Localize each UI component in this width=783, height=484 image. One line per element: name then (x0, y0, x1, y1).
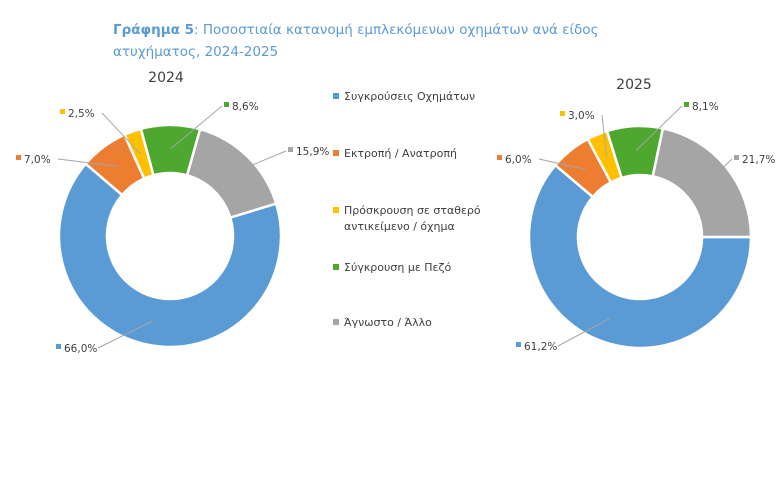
donut-slice (651, 126, 753, 239)
label-marker (60, 109, 65, 114)
leader-line (97, 320, 153, 349)
data-label: 7,0% (24, 154, 51, 166)
leader-line (706, 158, 733, 183)
legend-swatch (333, 93, 339, 99)
label-marker (560, 111, 565, 116)
label-marker (288, 147, 293, 152)
title-text: : Ποσοστιαία κατανομή εμπλεκόμενων οχημά… (113, 22, 599, 60)
data-label: 3,0% (568, 110, 595, 122)
label-marker (497, 155, 502, 160)
leader-line (101, 112, 142, 155)
label-marker (734, 155, 739, 160)
data-label: 8,6% (232, 101, 259, 113)
data-label: 66,0% (64, 343, 97, 355)
leader-line (170, 105, 223, 150)
data-label: 2,5% (68, 108, 95, 120)
legend-label: Εκτροπή / Ανατροπή (344, 147, 457, 160)
data-label: 6,0% (505, 154, 532, 166)
legend-item: Συγκρούσεις Οχημάτων (333, 89, 475, 105)
chart-year-title: 2025 (616, 77, 652, 93)
leader-line (635, 105, 683, 151)
leader-line (601, 114, 608, 158)
legend-swatch (333, 264, 339, 270)
label-marker (684, 102, 689, 107)
legend-item: Πρόσκρουση σε σταθερό αντικείμενο / όχημ… (333, 203, 504, 235)
label-marker (224, 102, 229, 107)
chart-title: Γράφημα 5: Ποσοστιαία κατανομή εμπλεκόμε… (113, 19, 683, 63)
legend-label: Σύγκρουση με Πεζό (344, 261, 452, 274)
label-marker (516, 342, 521, 347)
legend-swatch (333, 150, 339, 156)
data-label: 15,9% (296, 146, 329, 158)
donut-slice (527, 163, 753, 350)
leader-line (538, 158, 586, 171)
leader-line (557, 317, 611, 347)
data-label: 8,1% (692, 101, 719, 113)
label-marker (56, 344, 61, 349)
legend-swatch (333, 207, 339, 213)
legend-item: Σύγκρουση με Πεζό (333, 260, 451, 276)
title-prefix: Γράφημα 5 (113, 22, 195, 38)
legend-item: Εκτροπή / Ανατροπή (333, 146, 457, 162)
data-label: 61,2% (524, 341, 557, 353)
legend-item: Άγνωστο / Άλλο (333, 315, 432, 331)
legend-swatch (333, 319, 339, 325)
chart-year-title: 2024 (148, 70, 184, 86)
leader-line (57, 158, 118, 167)
legend-label: Πρόσκρουση σε σταθερό αντικείμενο / όχημ… (344, 204, 481, 233)
data-label: 21,7% (742, 154, 775, 166)
leader-line (230, 150, 287, 175)
legend-label: Άγνωστο / Άλλο (344, 316, 432, 329)
donut-slice (57, 161, 283, 349)
legend-label: Συγκρούσεις Οχημάτων (344, 90, 476, 103)
label-marker (16, 155, 21, 160)
